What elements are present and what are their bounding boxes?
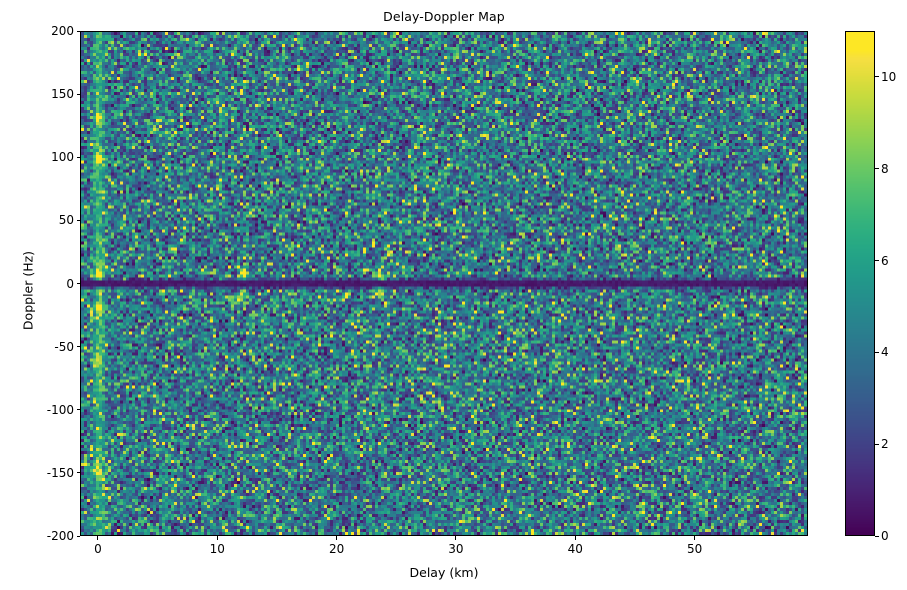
y-tick-mark <box>76 283 80 284</box>
x-tick-mark <box>455 536 457 540</box>
colorbar-tick-label: 8 <box>881 161 889 176</box>
x-tick-label: 40 <box>567 542 583 556</box>
colorbar-tick-mark <box>875 260 879 262</box>
colorbar-tick-mark <box>875 76 879 78</box>
x-tick-label: 50 <box>686 542 703 556</box>
x-axis-label: Delay (km) <box>409 565 479 580</box>
x-tick-label: 10 <box>209 542 225 556</box>
y-tick-label: -100 <box>46 402 74 417</box>
y-tick-mark <box>76 93 80 95</box>
x-tick-mark <box>694 536 696 540</box>
delay-doppler-heatmap <box>81 32 807 535</box>
colorbar-tick-mark <box>875 443 879 445</box>
y-tick-label: 0 <box>66 276 74 291</box>
y-tick-label: 50 <box>58 213 74 228</box>
y-tick-label: -50 <box>54 339 74 354</box>
x-tick-mark <box>97 536 99 540</box>
x-tick-mark <box>216 536 218 540</box>
y-tick-label: 150 <box>51 87 74 102</box>
colorbar-tick-label: 0 <box>881 529 889 543</box>
y-tick-mark <box>76 30 80 32</box>
y-tick-mark <box>76 156 80 158</box>
colorbar-tick-mark <box>875 535 879 537</box>
colorbar-tick-label: 10 <box>881 69 897 84</box>
colorbar-tick-mark <box>875 168 879 170</box>
x-tick-label: 0 <box>94 542 102 556</box>
x-tick-mark <box>574 536 576 540</box>
y-tick-label: 200 <box>51 24 74 38</box>
y-tick-mark <box>76 219 80 221</box>
y-axis-label: Doppler (Hz) <box>20 250 36 331</box>
colorbar[interactable] <box>845 31 875 536</box>
colorbar-tick-label: 4 <box>881 345 889 360</box>
y-tick-label: -200 <box>46 529 74 543</box>
colorbar-gradient <box>846 32 874 535</box>
y-tick-mark <box>76 472 80 474</box>
y-tick-mark <box>76 535 80 537</box>
x-tick-mark <box>336 536 338 540</box>
y-tick-mark <box>76 346 80 348</box>
y-tick-mark <box>76 409 80 411</box>
colorbar-tick-label: 6 <box>881 253 889 268</box>
page-title: Delay-Doppler Map <box>383 9 505 24</box>
y-tick-label: 100 <box>51 150 74 165</box>
x-tick-label: 20 <box>328 542 345 556</box>
x-tick-label: 30 <box>448 542 464 556</box>
colorbar-tick-label: 2 <box>881 437 889 452</box>
colorbar-tick-mark <box>875 351 879 353</box>
y-tick-label: -150 <box>46 465 74 480</box>
delay-doppler-map-axes[interactable] <box>80 31 808 536</box>
